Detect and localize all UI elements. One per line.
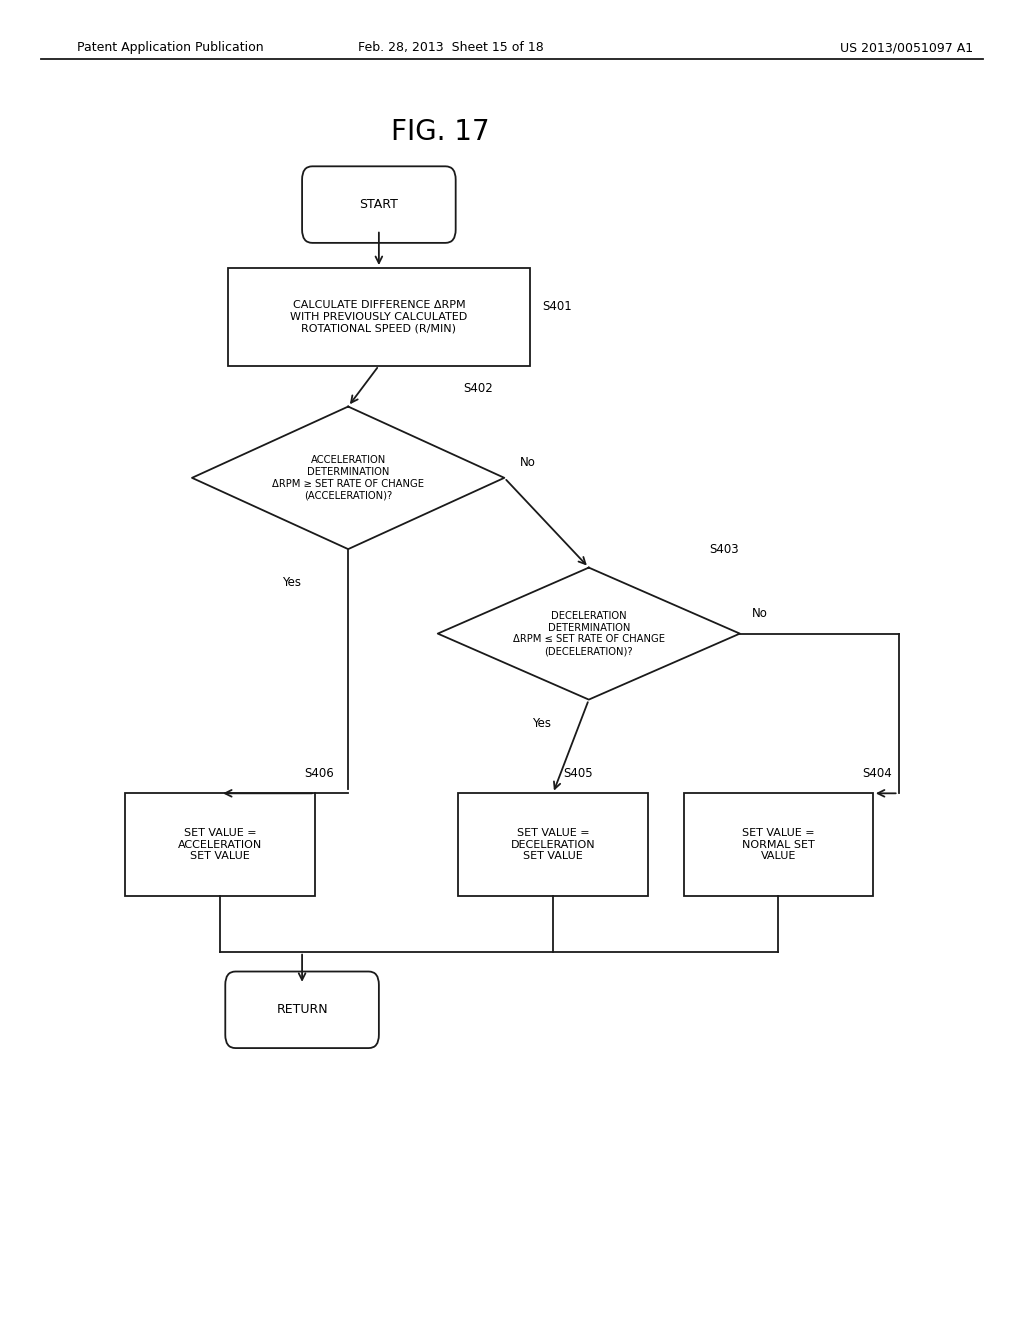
FancyBboxPatch shape (302, 166, 456, 243)
Text: US 2013/0051097 A1: US 2013/0051097 A1 (840, 41, 973, 54)
Text: No: No (520, 455, 536, 469)
Text: S404: S404 (862, 767, 893, 780)
Text: SET VALUE =
DECELERATION
SET VALUE: SET VALUE = DECELERATION SET VALUE (511, 828, 595, 862)
Text: No: No (752, 607, 768, 620)
Text: DECELERATION
DETERMINATION
ΔRPM ≤ SET RATE OF CHANGE
(DECELERATION)?: DECELERATION DETERMINATION ΔRPM ≤ SET RA… (513, 611, 665, 656)
Text: Yes: Yes (532, 717, 552, 730)
Text: CALCULATE DIFFERENCE ΔRPM
WITH PREVIOUSLY CALCULATED
ROTATIONAL SPEED (R/MIN): CALCULATE DIFFERENCE ΔRPM WITH PREVIOUSL… (290, 300, 468, 334)
Polygon shape (193, 407, 505, 549)
Text: Feb. 28, 2013  Sheet 15 of 18: Feb. 28, 2013 Sheet 15 of 18 (357, 41, 544, 54)
Text: RETURN: RETURN (276, 1003, 328, 1016)
Text: SET VALUE =
ACCELERATION
SET VALUE: SET VALUE = ACCELERATION SET VALUE (178, 828, 262, 862)
Text: S401: S401 (543, 300, 572, 313)
Bar (125, 793, 315, 896)
Bar (227, 268, 530, 366)
Text: S406: S406 (305, 767, 335, 780)
Polygon shape (438, 568, 739, 700)
Text: Patent Application Publication: Patent Application Publication (77, 41, 263, 54)
Text: ACCELERATION
DETERMINATION
ΔRPM ≥ SET RATE OF CHANGE
(ACCELERATION)?: ACCELERATION DETERMINATION ΔRPM ≥ SET RA… (272, 455, 424, 500)
Text: FIG. 17: FIG. 17 (391, 117, 489, 147)
Text: SET VALUE =
NORMAL SET
VALUE: SET VALUE = NORMAL SET VALUE (741, 828, 815, 862)
Text: S405: S405 (563, 767, 593, 780)
Text: START: START (359, 198, 398, 211)
Bar (459, 793, 648, 896)
Text: Yes: Yes (282, 576, 301, 589)
FancyBboxPatch shape (225, 972, 379, 1048)
Bar (684, 793, 872, 896)
Text: S403: S403 (709, 543, 738, 556)
Text: S402: S402 (464, 381, 494, 395)
